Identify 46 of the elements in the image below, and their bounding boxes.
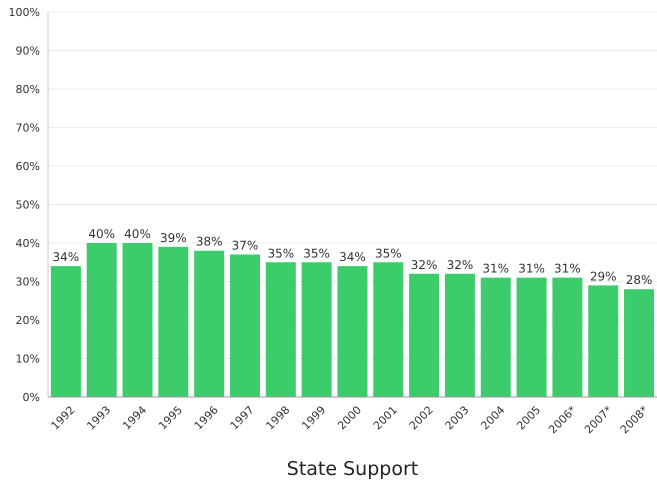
y-tick-label: 100% — [8, 6, 40, 19]
data-label: 34% — [52, 250, 80, 264]
data-label: 34% — [339, 250, 366, 264]
bar — [444, 274, 475, 397]
y-tick-label: 10% — [16, 352, 40, 366]
data-label: 28% — [626, 273, 652, 288]
data-label: 31% — [482, 262, 510, 276]
bar — [516, 278, 547, 397]
y-tick-label: 0% — [22, 390, 40, 404]
bar — [50, 266, 81, 397]
bar — [158, 246, 188, 397]
y-tick-label: 70% — [16, 121, 40, 134]
bar — [588, 285, 618, 397]
y-tick-label: 30% — [16, 275, 40, 288]
bar — [194, 250, 224, 397]
bar — [122, 243, 153, 397]
data-label: 37% — [232, 238, 258, 253]
bar — [624, 289, 654, 397]
data-label: 35% — [303, 246, 330, 260]
data-label: 35% — [374, 246, 402, 260]
data-label: 32% — [410, 258, 438, 272]
data-label: 40% — [124, 227, 151, 241]
bar — [552, 278, 582, 397]
x-axis-title: State Support — [286, 458, 418, 480]
y-tick-label: 80% — [16, 82, 40, 96]
y-tick-label: 50% — [16, 198, 40, 212]
bar — [480, 278, 511, 397]
bar — [409, 274, 440, 397]
bar — [266, 262, 296, 397]
data-label: 35% — [267, 246, 294, 260]
bar — [337, 266, 368, 397]
y-tick-label: 20% — [16, 314, 40, 327]
data-label: 32% — [446, 258, 474, 272]
bar — [302, 262, 332, 397]
y-tick-label: 60% — [16, 160, 40, 173]
bar — [86, 243, 117, 397]
data-label: 40% — [88, 227, 116, 241]
data-label: 38% — [196, 234, 222, 249]
y-tick-label: 90% — [16, 44, 40, 58]
data-label: 31% — [518, 262, 545, 276]
data-label: 39% — [160, 230, 187, 245]
bar — [230, 254, 260, 397]
data-label: 29% — [590, 269, 617, 284]
data-label: 31% — [554, 262, 581, 276]
y-tick-label: 40% — [16, 236, 40, 250]
bar — [373, 262, 404, 397]
